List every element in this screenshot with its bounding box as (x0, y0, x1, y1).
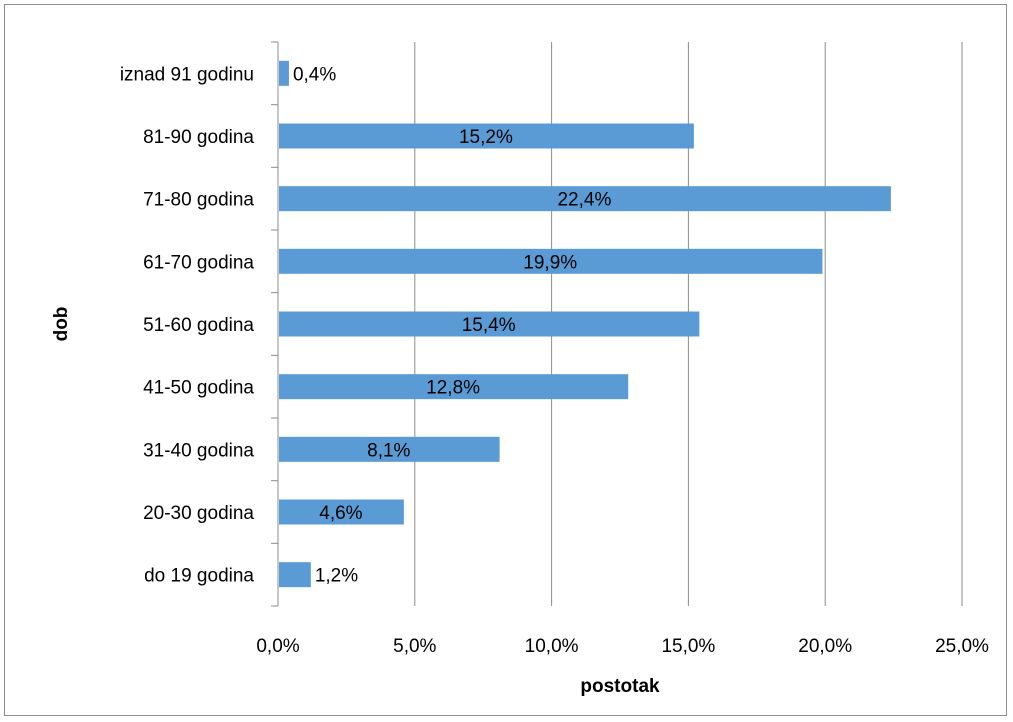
y-category-label: do 19 godina (144, 566, 254, 587)
y-category-label: 81-90 godina (143, 127, 254, 148)
chart-frame (4, 4, 1007, 716)
data-label: 8,1% (367, 440, 410, 461)
data-label: 15,4% (462, 315, 516, 336)
bar (279, 374, 629, 400)
bar (279, 123, 694, 149)
y-category-label: 31-40 godina (143, 440, 254, 461)
bar (279, 186, 891, 212)
x-tick-label: 5,0% (393, 636, 436, 657)
labels: 0,0% 5,0% 10,0% 15,0% 20,0% 25,0% do 19 godina… (120, 64, 989, 657)
y-category-label: 51-60 godina (143, 315, 254, 336)
data-label: 19,9% (523, 252, 577, 273)
x-tick-label: 25,0% (935, 636, 989, 657)
data-label: 0,4% (293, 64, 336, 85)
x-tick-label: 20,0% (798, 636, 852, 657)
data-label: 15,2% (459, 127, 513, 148)
data-label: 4,6% (319, 503, 362, 524)
bar (279, 311, 700, 337)
bar (279, 60, 289, 86)
y-category-label: 71-80 godina (143, 190, 254, 211)
bar (279, 499, 404, 525)
x-tick-label: 15,0% (661, 636, 715, 657)
bar (279, 436, 500, 462)
x-tick-label: 0,0% (256, 636, 299, 657)
axes (271, 41, 279, 607)
x-tick-label: 10,0% (525, 636, 579, 657)
y-category-label: 61-70 godina (143, 252, 254, 273)
y-category-label: iznad 91 godinu (120, 64, 254, 85)
data-label: 1,2% (315, 566, 358, 587)
data-label: 22,4% (557, 190, 611, 211)
bars (279, 60, 891, 588)
bar (279, 248, 823, 274)
y-axis-title: dob (51, 307, 72, 342)
y-category-label: 41-50 godina (143, 378, 254, 399)
data-label: 12,8% (426, 378, 480, 399)
y-category-label: 20-30 godina (143, 503, 254, 524)
x-axis-title: postotak (580, 676, 660, 697)
bar (279, 562, 311, 588)
